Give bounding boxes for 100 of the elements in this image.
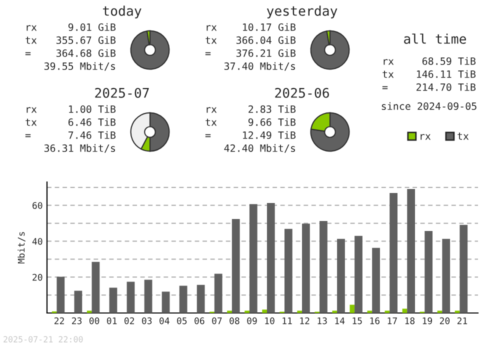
text: 376.21 GiB [236, 49, 296, 57]
text: 1.00 TiB [69, 105, 116, 113]
text: 2.83 TiB [248, 105, 296, 113]
bar [266, 202, 275, 313]
bar [179, 286, 188, 313]
bar [196, 284, 205, 313]
x-tick-label: 04 [160, 317, 170, 324]
x-tick-label: 23 [72, 317, 82, 324]
bar [162, 292, 170, 313]
donut-slice [310, 30, 350, 70]
y-axis-title: Mbit/s [18, 232, 26, 264]
text: rx [206, 25, 217, 31]
donut-slice [130, 30, 170, 70]
text: = [205, 52, 211, 56]
bar [92, 262, 100, 313]
text: 12.49 TiB [243, 131, 296, 139]
bar [56, 276, 65, 313]
bar [284, 228, 292, 313]
text: 36.31 Mbit/s [44, 144, 116, 153]
text: rx [384, 59, 394, 65]
bar [232, 218, 240, 313]
text: tx [206, 118, 217, 126]
text: 366.04 GiB [236, 36, 296, 44]
text: 355.67 GiB [56, 36, 116, 44]
x-tick-label: 10 [265, 317, 274, 324]
x-tick-label: 21 [457, 317, 468, 324]
x-tick-label: 02 [124, 317, 134, 324]
text: since 2024-09-05 [382, 102, 476, 110]
x-tick-label: 15 [352, 317, 362, 324]
bar [262, 310, 268, 313]
text: 68.59 TiB [422, 57, 476, 65]
bar [350, 304, 355, 313]
chart-title: 2025-07 [95, 88, 149, 98]
x-tick-label: 19 [422, 317, 432, 324]
text: tx [382, 70, 394, 78]
text: = [205, 134, 211, 138]
text: 9.01 GiB [68, 23, 116, 31]
text: tx [206, 36, 217, 44]
x-tick-label: 05 [177, 317, 187, 324]
text: = [25, 52, 31, 56]
x-tick-label: 20 [440, 317, 450, 324]
bar [302, 224, 310, 313]
bar [354, 236, 362, 313]
text: 39.55 Mbit/s [44, 62, 116, 71]
text: 42.40 Mbit/s [224, 144, 296, 153]
bar [126, 282, 135, 313]
donut-slice [310, 112, 350, 152]
text: 10.17 GiB [243, 23, 296, 31]
text: all time [404, 34, 466, 44]
x-tick-label: 17 [388, 317, 397, 324]
x-tick-label: 11 [282, 317, 292, 324]
x-tick-label: 13 [318, 317, 327, 324]
bar [442, 238, 450, 313]
legend-label: tx [458, 132, 469, 140]
text: 146.11 TiB [417, 70, 476, 78]
x-tick-label: 22 [54, 317, 64, 324]
bar [214, 274, 222, 313]
text: 7.46 TiB [68, 131, 116, 139]
legend-label: rx [420, 134, 431, 140]
x-tick-label: 09 [247, 317, 257, 324]
chart-title: 2025-06 [275, 88, 329, 98]
chart-title: yesterday [266, 6, 338, 18]
x-tick-label: 03 [142, 317, 152, 324]
bar [390, 192, 398, 313]
bar [460, 224, 468, 313]
bar [337, 238, 345, 313]
x-tick-label: 16 [370, 317, 380, 324]
x-tick-label: 01 [106, 317, 117, 324]
bar [109, 288, 118, 313]
text: 364.68 GiB [56, 49, 116, 57]
text: 6.46 TiB [68, 118, 116, 126]
text: rx [26, 107, 37, 113]
bar [320, 220, 328, 313]
text: tx [26, 36, 37, 44]
bar [402, 308, 408, 313]
x-tick-label: 07 [212, 317, 222, 324]
text: 37.40 Mbit/s [224, 62, 296, 71]
text: rx [26, 25, 37, 31]
y-tick-label: 20 [32, 274, 42, 281]
bar [249, 204, 258, 313]
y-tick-label: 60 [32, 202, 42, 209]
x-tick-label: 08 [230, 317, 240, 324]
text: rx [206, 107, 217, 113]
y-tick-label: 40 [32, 238, 42, 245]
bar [144, 280, 152, 313]
text: = [382, 86, 388, 90]
bar [424, 230, 433, 313]
text: tx [26, 118, 37, 126]
bar [372, 248, 380, 313]
bar [407, 189, 416, 313]
x-tick-label: 00 [89, 317, 100, 324]
text: 9.66 TiB [248, 118, 296, 126]
x-tick-label: 14 [335, 317, 345, 324]
bar [74, 290, 82, 313]
x-tick-label: 12 [300, 317, 310, 324]
text: 214.70 TiB [416, 83, 476, 91]
text: = [25, 134, 31, 138]
x-tick-label: 18 [405, 317, 415, 324]
x-tick-label: 06 [194, 317, 204, 324]
chart-title: today [102, 6, 142, 18]
